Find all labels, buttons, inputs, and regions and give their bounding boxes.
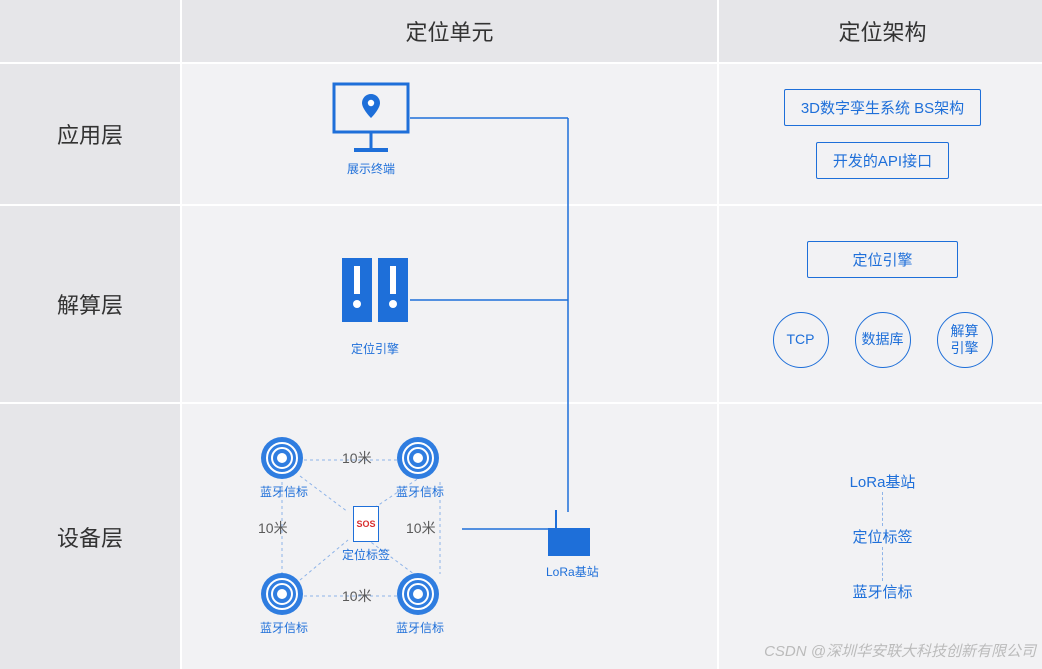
dist-right: 10米 bbox=[406, 518, 436, 538]
tag-label: 定位标签 bbox=[342, 546, 390, 563]
display-terminal-icon bbox=[332, 82, 410, 154]
col-header-unit: 定位单元 bbox=[182, 0, 717, 62]
beacon-icon bbox=[396, 572, 440, 616]
dev-unit-cell: 蓝牙信标 蓝牙信标 蓝牙信标 蓝牙信标 SOS 定位标签 10米 10米 10米… bbox=[182, 404, 717, 669]
beacon-label-br: 蓝牙信标 bbox=[396, 619, 444, 636]
arch-lora: LoRa基站 bbox=[850, 471, 916, 492]
sos-text: SOS bbox=[356, 519, 375, 529]
beacon-icon bbox=[260, 572, 304, 616]
architecture-grid: 定位单元 定位架构 应用层 展示终端 3D数字孪生系统 BS架构 开发的API接… bbox=[0, 0, 1042, 669]
vdash bbox=[882, 547, 883, 581]
lora-label: LoRa基站 bbox=[546, 563, 599, 580]
beacon-label-bl: 蓝牙信标 bbox=[260, 619, 308, 636]
engine-label: 定位引擎 bbox=[340, 340, 410, 357]
lora-station-icon bbox=[546, 508, 592, 560]
row-header-calc: 解算层 bbox=[0, 206, 180, 402]
beacon-label-tl: 蓝牙信标 bbox=[260, 483, 308, 500]
arch-box-engine: 定位引擎 bbox=[807, 241, 957, 278]
col-header-arch: 定位架构 bbox=[719, 0, 1042, 62]
calc-unit-cell: 定位引擎 bbox=[182, 206, 717, 402]
sos-tag-icon: SOS bbox=[353, 506, 379, 542]
dist-top: 10米 bbox=[342, 448, 372, 468]
arch-box-api: 开发的API接口 bbox=[816, 142, 949, 179]
dist-left: 10米 bbox=[258, 518, 288, 538]
circle-db: 数据库 bbox=[855, 312, 911, 368]
circle-tcp: TCP bbox=[773, 312, 829, 368]
calc-arch-cell: 定位引擎 TCP 数据库 解算 引擎 bbox=[719, 206, 1042, 402]
vdash bbox=[882, 492, 883, 526]
arch-tag: 定位标签 bbox=[852, 526, 912, 547]
app-arch-cell: 3D数字孪生系统 BS架构 开发的API接口 bbox=[719, 64, 1042, 204]
dist-bottom: 10米 bbox=[342, 586, 372, 606]
terminal-label: 展示终端 bbox=[332, 160, 410, 177]
row-header-dev: 设备层 bbox=[0, 404, 180, 669]
row-header-app: 应用层 bbox=[0, 64, 180, 204]
server-engine-icon bbox=[340, 256, 410, 334]
circle-calc-engine: 解算 引擎 bbox=[937, 312, 993, 368]
arch-box-3d: 3D数字孪生系统 BS架构 bbox=[784, 89, 981, 126]
arch-beacon: 蓝牙信标 bbox=[852, 581, 912, 602]
beacon-icon bbox=[260, 436, 304, 480]
beacon-icon bbox=[396, 436, 440, 480]
app-unit-cell: 展示终端 bbox=[182, 64, 717, 204]
beacon-label-tr: 蓝牙信标 bbox=[396, 483, 444, 500]
corner-cell bbox=[0, 0, 180, 62]
dev-arch-cell: LoRa基站 定位标签 蓝牙信标 bbox=[719, 404, 1042, 669]
watermark: CSDN @深圳华安联大科技创新有限公司 bbox=[764, 640, 1036, 661]
